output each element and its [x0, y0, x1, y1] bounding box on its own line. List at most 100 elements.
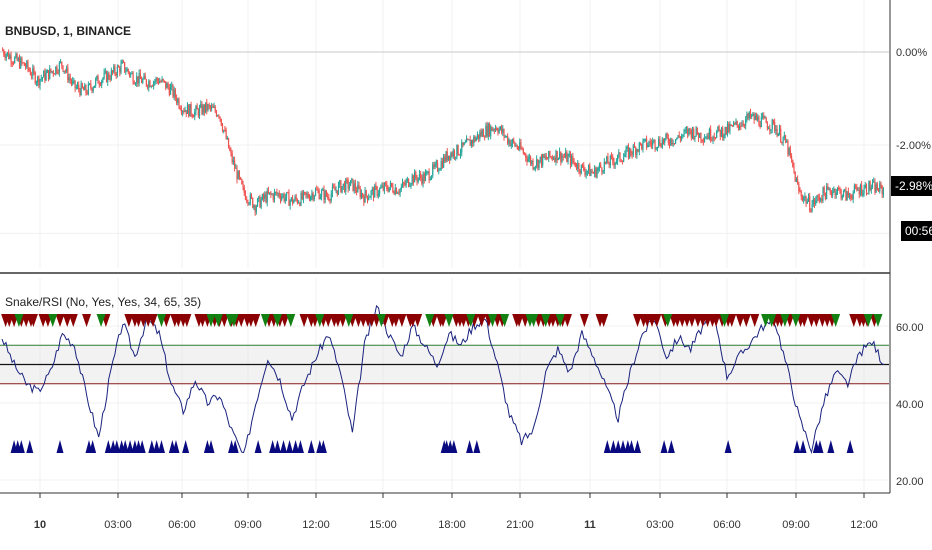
candle-body: [418, 173, 421, 178]
sell-signal-marker: [514, 314, 524, 327]
candle-body: [75, 87, 77, 89]
candle-body: [616, 155, 619, 162]
candle-body: [707, 135, 709, 139]
candle-body: [558, 151, 561, 158]
candle-body: [746, 114, 748, 120]
time-axis[interactable]: 10 03:00 06:00 09:00 12:00 15:00 18:00 21:00 11 0…: [34, 493, 878, 531]
candle-body: [555, 151, 557, 162]
candle-body: [811, 204, 813, 212]
candle-body: [840, 189, 842, 199]
candle-body: [548, 151, 550, 159]
candle-body: [17, 58, 19, 61]
candle-body: [793, 166, 795, 172]
candle-body: [788, 148, 790, 155]
candle-body: [714, 137, 717, 139]
sell-signal-marker-green: [213, 314, 223, 327]
candle-body: [262, 194, 265, 199]
candle-body: [583, 165, 585, 171]
candle-body: [472, 140, 474, 144]
candle-body: [310, 196, 312, 201]
candle-body: [328, 197, 330, 200]
sell-signal-marker: [579, 314, 589, 327]
candle-body: [342, 183, 344, 187]
candle-body: [159, 81, 161, 84]
candle-body: [544, 156, 546, 158]
candle-body: [446, 151, 448, 161]
signal-markers: [1, 314, 883, 453]
candle-body: [35, 82, 38, 84]
sell-signal-marker: [599, 314, 609, 327]
candle-body: [596, 170, 598, 178]
candle-body: [294, 196, 296, 201]
candle-body: [496, 127, 498, 130]
candle-body: [488, 124, 491, 136]
candle-body: [360, 193, 363, 198]
candle-body: [330, 193, 332, 201]
candle-body: [9, 55, 11, 59]
candle-body: [453, 150, 456, 158]
candle-body: [822, 187, 824, 201]
candle-body: [717, 126, 719, 132]
candle-body: [533, 167, 535, 169]
candle-body: [526, 158, 528, 162]
candle-body: [832, 191, 834, 196]
sell-signal-marker-green: [663, 314, 673, 327]
candle-body: [90, 83, 92, 88]
price-candles: [2, 47, 884, 216]
sell-signal-marker: [251, 314, 261, 327]
candle-body: [720, 128, 723, 137]
candle-body: [499, 126, 501, 130]
candle-body: [80, 83, 82, 96]
buy-signal-marker: [827, 440, 835, 453]
candle-body: [227, 138, 230, 149]
sell-signal-marker: [219, 314, 229, 327]
candle-body: [834, 188, 836, 196]
indicator-title[interactable]: Snake/RSI (No, Yes, Yes, 34, 65, 35): [5, 295, 201, 309]
candle-body: [237, 171, 239, 180]
candle-body: [304, 192, 306, 194]
time-label: 06:00: [168, 519, 196, 531]
candle-body: [325, 191, 328, 197]
candle-body: [764, 117, 766, 119]
candle-body: [62, 65, 64, 72]
candle-body: [877, 190, 880, 192]
candle-body: [272, 194, 274, 200]
rsi-axis-label-60: 60.00: [896, 322, 924, 334]
candle-body: [370, 191, 372, 197]
candle-body: [777, 133, 779, 137]
candle-body: [56, 66, 58, 73]
candle-body: [739, 126, 741, 129]
candle-body: [207, 104, 209, 111]
candle-body: [322, 189, 324, 191]
candle-body: [601, 167, 603, 172]
candle-body: [169, 86, 172, 95]
candle-body: [484, 137, 486, 139]
candle-body: [498, 129, 500, 133]
candle-body: [519, 142, 521, 150]
candle-body: [298, 202, 300, 204]
candle-body: [86, 92, 88, 94]
candle-body: [515, 145, 517, 147]
candle-body: [463, 142, 465, 146]
candle-body: [627, 147, 630, 158]
candle-body: [711, 139, 713, 141]
buy-signal-marker: [172, 440, 180, 453]
candle-body: [382, 185, 384, 191]
candle-body: [119, 67, 121, 73]
buy-signal-marker: [26, 440, 34, 453]
buy-signal-marker: [17, 440, 25, 453]
candle-body: [742, 123, 744, 125]
candle-body: [125, 71, 127, 73]
candle-body: [650, 143, 653, 146]
candle-body: [204, 102, 207, 112]
candle-body: [532, 160, 534, 169]
candle-body: [377, 193, 379, 196]
candle-body: [851, 198, 853, 200]
candle-body: [15, 54, 17, 58]
candle-body: [841, 196, 843, 199]
candle-body: [571, 155, 573, 165]
candle-body: [666, 133, 668, 138]
candle-body: [356, 189, 358, 193]
candle-body: [667, 137, 669, 143]
